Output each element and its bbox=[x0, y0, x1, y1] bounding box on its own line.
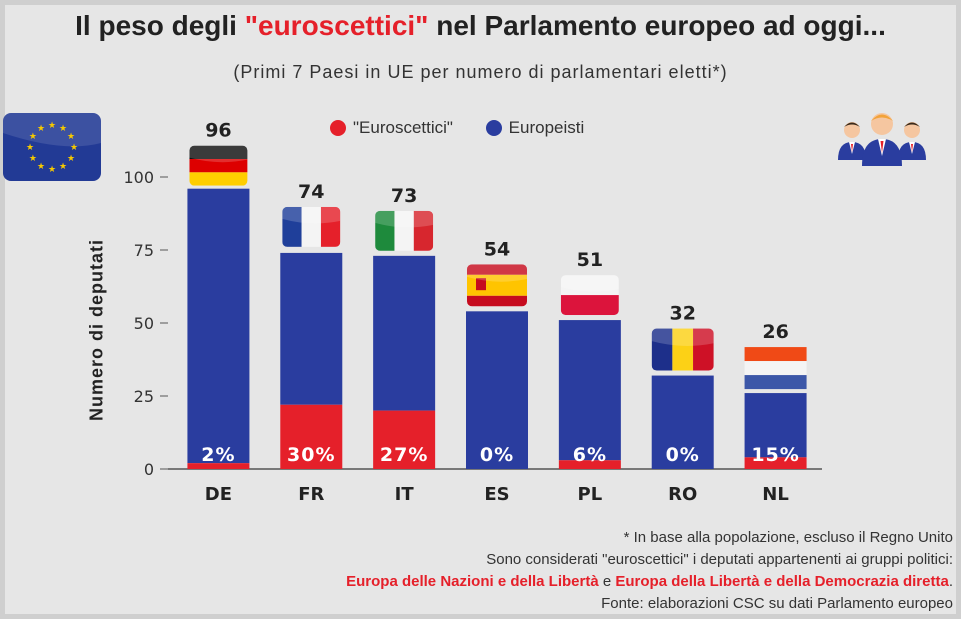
y-tick-label: 50 bbox=[134, 314, 154, 333]
total-label-FR: 74 bbox=[298, 181, 324, 203]
eu-star-icon: ★ bbox=[67, 132, 75, 142]
netherlands-flag-icon-red-stripe bbox=[744, 347, 807, 362]
x-tick-label-DE: DE bbox=[205, 484, 232, 505]
eu-star-icon: ★ bbox=[29, 132, 37, 142]
chart-legend: "Euroscettici" Europeisti bbox=[330, 118, 612, 141]
pct-label-RO: 0% bbox=[666, 444, 700, 466]
groups-period: . bbox=[948, 573, 953, 590]
total-label-ES: 54 bbox=[484, 238, 510, 260]
groups-conjunction: e bbox=[598, 573, 616, 590]
italy-flag-icon bbox=[375, 210, 434, 251]
eu-star-icon: ★ bbox=[37, 162, 45, 172]
group-name-efdd: Europa della Libertà e della Democrazia … bbox=[615, 573, 949, 590]
footnotes: * In base alla popolazione, escluso il R… bbox=[346, 527, 953, 615]
bar-europeisti-DE bbox=[187, 188, 250, 464]
page-title: Il peso degli "euroscettici" nel Parlame… bbox=[0, 10, 961, 42]
legend-item-euroscettici: "Euroscettici" bbox=[330, 118, 453, 138]
netherlands-flag-icon-blue-stripe bbox=[744, 375, 807, 390]
y-tick-label: 0 bbox=[144, 460, 154, 479]
legend-label-europeisti: Europeisti bbox=[508, 118, 585, 137]
total-label-PL: 51 bbox=[577, 249, 603, 271]
germany-flag-icon bbox=[189, 145, 248, 186]
spain-flag-icon bbox=[467, 264, 527, 307]
eu-star-icon: ★ bbox=[29, 154, 37, 164]
total-label-DE: 96 bbox=[205, 120, 231, 142]
legend-swatch-europeisti bbox=[485, 120, 502, 136]
legend-item-europeisti: Europeisti bbox=[485, 118, 585, 138]
pct-label-NL: 15% bbox=[751, 444, 799, 466]
title-highlight: "euroscettici" bbox=[244, 10, 429, 41]
pct-label-IT: 27% bbox=[380, 444, 428, 466]
bar-europeisti-NL bbox=[744, 393, 807, 458]
pct-label-DE: 2% bbox=[201, 444, 235, 466]
pct-label-PL: 6% bbox=[573, 444, 607, 466]
eu-star-icon: ★ bbox=[37, 124, 45, 134]
x-tick-label-RO: RO bbox=[668, 484, 697, 505]
romania-flag-icon bbox=[651, 328, 714, 371]
footnote-population: * In base alla popolazione, escluso il R… bbox=[623, 529, 953, 546]
eu-star-icon: ★ bbox=[67, 154, 75, 164]
legend-swatch-euroscettici bbox=[330, 120, 346, 136]
group-name-enf: Europa delle Nazioni e della Libertà bbox=[346, 573, 599, 590]
y-tick-label: 100 bbox=[123, 168, 154, 187]
x-tick-label-PL: PL bbox=[578, 484, 603, 505]
bar-euroscettici-FR bbox=[280, 404, 343, 469]
footnote-groups: Europa delle Nazioni e della Libertà e E… bbox=[346, 571, 953, 593]
legend-label-euroscettici: "Euroscettici" bbox=[353, 118, 453, 137]
bar-europeisti-FR bbox=[280, 252, 343, 405]
pct-label-FR: 30% bbox=[287, 444, 335, 466]
eu-star-icon: ★ bbox=[59, 162, 67, 172]
y-tick-label: 75 bbox=[134, 241, 154, 260]
x-tick-label-ES: ES bbox=[484, 484, 509, 505]
bar-europeisti-PL bbox=[558, 320, 621, 461]
total-label-IT: 73 bbox=[391, 185, 417, 207]
eu-star-icon: ★ bbox=[48, 165, 56, 175]
total-label-NL: 26 bbox=[762, 321, 788, 343]
eu-star-icon: ★ bbox=[59, 124, 67, 134]
y-tick-label: 25 bbox=[134, 387, 154, 406]
france-flag-icon bbox=[282, 206, 341, 247]
pct-label-ES: 0% bbox=[480, 444, 514, 466]
total-label-RO: 32 bbox=[669, 303, 695, 325]
bar-europeisti-ES bbox=[466, 311, 528, 469]
footnote-source: Fonte: elaborazioni CSC su dati Parlamen… bbox=[601, 595, 953, 612]
eu-star-icon: ★ bbox=[48, 121, 56, 131]
bar-euroscettici-IT bbox=[373, 410, 436, 469]
footnote-definition: Sono considerati "euroscettici" i deputa… bbox=[486, 551, 953, 568]
bar-europeisti-RO bbox=[651, 375, 714, 469]
x-tick-label-FR: FR bbox=[298, 484, 324, 505]
title-text-end: nel Parlamento europeo ad oggi... bbox=[428, 10, 886, 41]
politicians-group-icon bbox=[838, 113, 926, 166]
x-tick-label-IT: IT bbox=[395, 484, 415, 505]
bar-euroscettici-PL bbox=[558, 460, 621, 469]
bar-euroscettici-NL bbox=[744, 457, 807, 469]
eu-star-icon: ★ bbox=[70, 143, 78, 153]
x-tick-label-NL: NL bbox=[762, 484, 789, 505]
bar-europeisti-IT bbox=[373, 255, 436, 411]
poland-flag-icon bbox=[560, 275, 619, 316]
page-subtitle: (Primi 7 Paesi in UE per numero di parla… bbox=[233, 62, 728, 82]
title-text-start: Il peso degli bbox=[75, 10, 245, 41]
eu-star-icon: ★ bbox=[26, 143, 34, 153]
eu-flag-icon: ★ ★★★★★★★★★★★ bbox=[3, 113, 101, 181]
netherlands-flag-icon-white-stripe bbox=[744, 361, 807, 376]
bar-euroscettici-DE bbox=[187, 463, 250, 469]
